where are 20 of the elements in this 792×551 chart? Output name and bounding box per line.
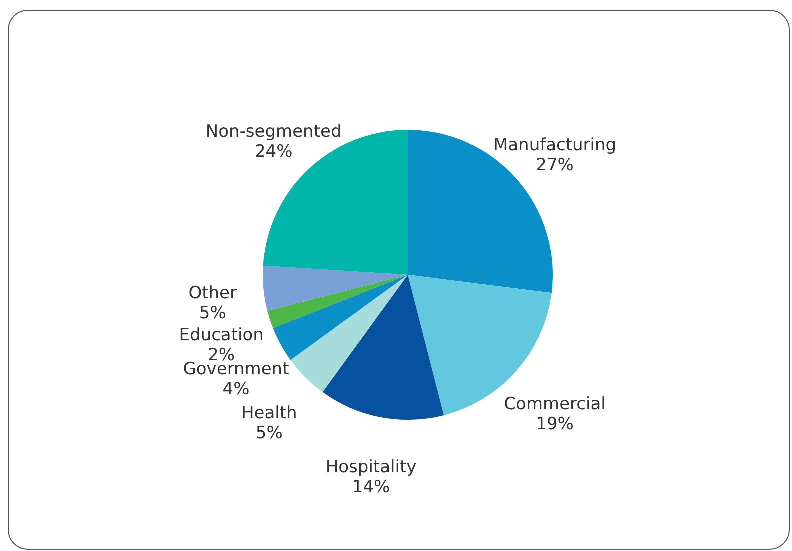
slice-label: Health [241, 404, 298, 424]
data-label: 19% [536, 414, 574, 435]
slice-label: Education [179, 326, 264, 346]
data-label: 2% [208, 346, 236, 366]
pie-slice [268, 275, 408, 328]
pie-slice [273, 275, 408, 360]
pie-slice [263, 266, 408, 312]
data-label: 27% [536, 155, 574, 176]
slice-label: Other [188, 283, 238, 304]
slice-label: Non-segmented [206, 122, 342, 142]
data-label: 5% [199, 303, 226, 324]
data-label: 14% [352, 478, 390, 498]
slice-label: Commercial [504, 394, 606, 415]
data-label: 4% [222, 379, 250, 400]
slice-label: Manufacturing [493, 135, 617, 156]
data-label: 5% [256, 424, 283, 444]
data-label: 24% [254, 142, 293, 162]
pie-slice [322, 275, 444, 420]
slice-label: Hospitality [326, 458, 417, 478]
pie-slice [290, 275, 408, 392]
